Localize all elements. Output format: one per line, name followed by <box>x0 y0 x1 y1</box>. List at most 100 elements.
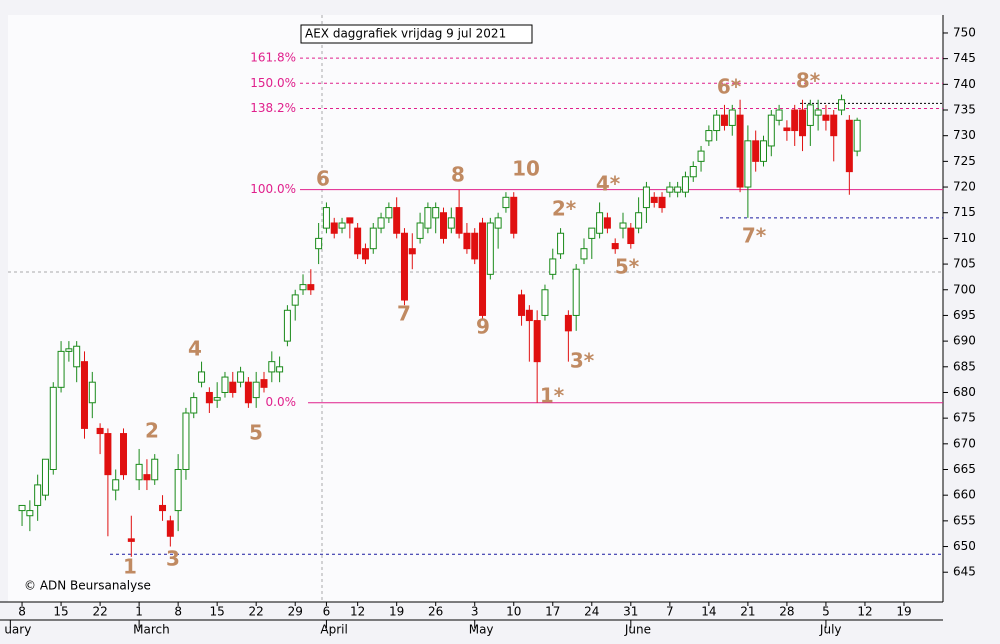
candle-body <box>377 217 385 229</box>
candle-body <box>564 314 572 332</box>
y-tick-label: 735 <box>953 103 976 117</box>
candle-body <box>143 474 151 481</box>
candle-body <box>400 232 408 301</box>
candle-body <box>322 207 330 229</box>
candle-body <box>283 309 291 342</box>
candle-body <box>330 222 338 234</box>
candle-body <box>346 217 354 224</box>
candle-body <box>494 217 502 229</box>
candle-body <box>291 294 299 306</box>
candle-body <box>80 361 88 429</box>
candle-body <box>572 268 580 316</box>
wave-label: 6 <box>316 167 330 191</box>
x-tick-label: 15 <box>210 605 225 619</box>
candle-body <box>440 212 448 239</box>
wave-label: 7* <box>742 224 767 248</box>
x-tick-label: 17 <box>545 605 560 619</box>
candle-body <box>549 258 557 275</box>
x-tick-label: 6 <box>323 605 331 619</box>
fib-label: 150.0% <box>250 76 296 90</box>
candle-body <box>791 109 799 132</box>
candle-body <box>674 186 682 193</box>
fib-label: 0.0% <box>266 395 297 409</box>
candle-body <box>510 196 518 234</box>
candle-body <box>57 350 65 388</box>
fib-label: 138.2% <box>250 101 296 115</box>
candle-body <box>354 227 362 255</box>
wave-label: 2 <box>145 419 159 443</box>
y-tick-label: 740 <box>953 77 976 91</box>
candle-body <box>697 150 705 162</box>
wave-label: 5* <box>615 255 640 279</box>
x-tick-label: 14 <box>701 605 716 619</box>
y-tick-label: 715 <box>953 205 976 219</box>
y-tick-label: 680 <box>953 385 976 399</box>
candle-body <box>361 248 369 260</box>
candle-body <box>736 114 744 188</box>
wave-label: 3 <box>166 547 180 571</box>
y-tick-label: 675 <box>953 411 976 425</box>
candle-body <box>182 412 190 471</box>
y-tick-label: 650 <box>953 539 976 553</box>
candle-body <box>642 186 650 209</box>
candle-body <box>853 119 861 152</box>
x-tick-label: 22 <box>249 605 264 619</box>
wave-label: 1 <box>123 555 137 579</box>
wave-label: 4 <box>188 337 202 361</box>
x-tick-label: 19 <box>896 605 911 619</box>
candle-body <box>416 222 424 239</box>
candle-body <box>603 217 611 229</box>
candle-body <box>666 186 674 193</box>
candle-body <box>244 381 252 404</box>
candle-body <box>455 207 463 234</box>
candle-body <box>166 520 174 537</box>
candle-body <box>783 127 791 132</box>
wave-label: 8 <box>451 163 465 187</box>
y-tick-label: 645 <box>953 565 976 579</box>
candle-body <box>588 227 596 239</box>
candle-body <box>775 109 783 121</box>
x-tick-label: 3 <box>471 605 479 619</box>
y-tick-label: 750 <box>953 25 976 39</box>
y-tick-label: 745 <box>953 51 976 65</box>
candle-body <box>369 227 377 250</box>
candle-body <box>838 99 846 111</box>
candle-body <box>307 284 315 291</box>
candle-body <box>759 140 767 162</box>
candle-body <box>525 309 533 322</box>
candle-body <box>73 345 81 368</box>
candle-body <box>619 222 627 229</box>
candle-body <box>198 371 206 383</box>
y-tick-label: 700 <box>953 282 976 296</box>
y-tick-label: 660 <box>953 488 976 502</box>
x-tick-label: 12 <box>350 605 365 619</box>
candle-body <box>104 433 112 476</box>
candle-body <box>34 484 42 506</box>
candle-body <box>151 458 159 481</box>
y-tick-label: 720 <box>953 180 976 194</box>
candle-body <box>88 381 96 404</box>
candle-body <box>627 227 635 245</box>
candle-body <box>159 504 167 512</box>
wave-label: 8* <box>796 69 821 93</box>
candle-body <box>276 366 284 373</box>
x-tick-label: 5 <box>822 605 830 619</box>
x-tick-label: 1 <box>135 605 143 619</box>
candle-body <box>96 427 104 435</box>
candle-body <box>822 114 830 121</box>
candle-body <box>658 196 666 209</box>
y-tick-label: 695 <box>953 308 976 322</box>
candle-body <box>635 212 643 229</box>
candle-body <box>299 284 307 291</box>
candle-body <box>49 386 57 471</box>
candle-body <box>814 109 822 116</box>
candle-body <box>463 232 471 250</box>
candle-body <box>120 433 128 476</box>
candle-body <box>260 379 268 388</box>
candle-body <box>26 510 34 517</box>
candle-body <box>432 207 440 219</box>
candle-body <box>268 361 276 373</box>
x-tick-label: 19 <box>389 605 404 619</box>
candle-body <box>393 207 401 234</box>
y-tick-label: 705 <box>953 257 976 271</box>
